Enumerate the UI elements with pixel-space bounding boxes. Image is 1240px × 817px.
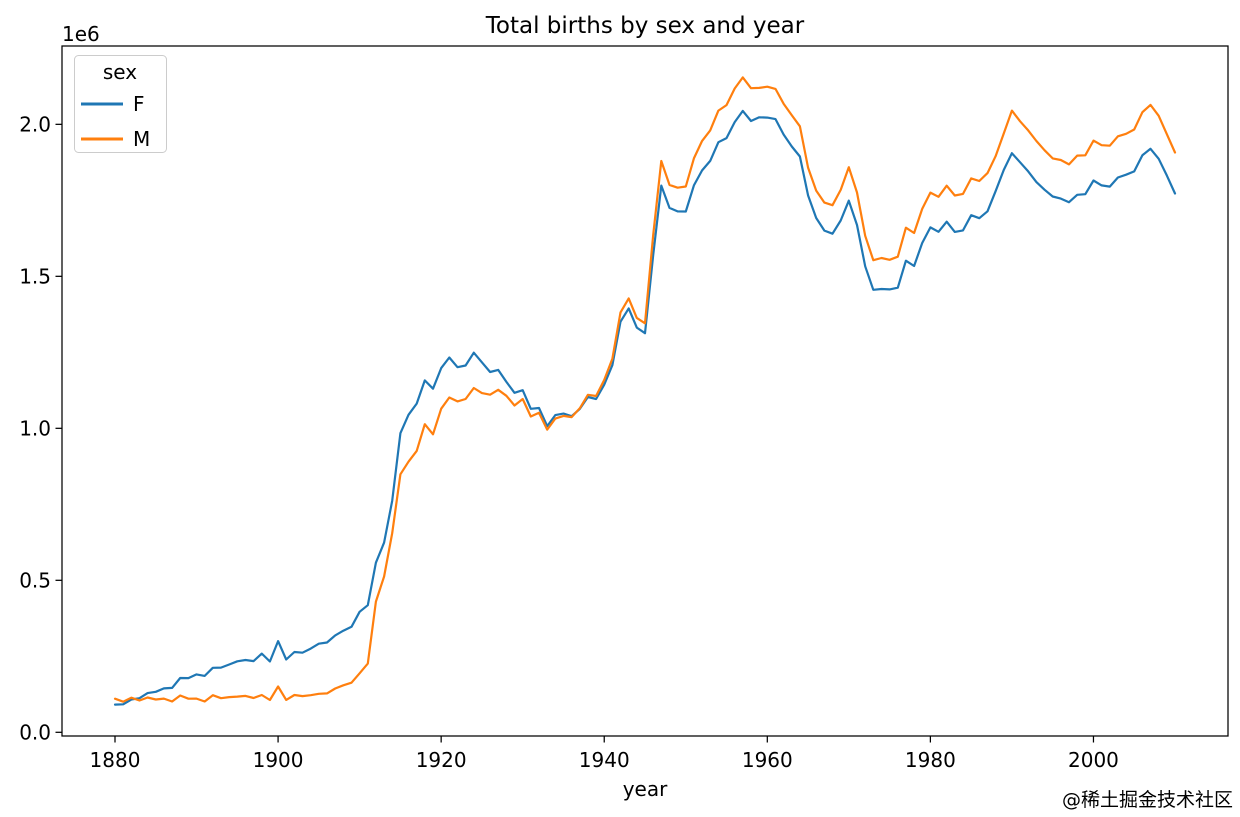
axes-ticks: 1880 1900 1920 1940 1960 1980 2000 0.0 0.5 1.0 1.5…	[19, 112, 1119, 772]
x-tick-label: 1880	[90, 748, 141, 772]
x-tick-label: 1900	[253, 748, 304, 772]
legend-label-M: M	[133, 127, 150, 151]
series-line-F	[113, 109, 1177, 706]
y-tick-label: 2.0	[19, 112, 51, 136]
x-axis-label: year	[623, 777, 668, 801]
legend-label-F: F	[133, 92, 145, 116]
x-tick-label: 1940	[579, 748, 630, 772]
x-tick-label: 2000	[1068, 748, 1119, 772]
watermark: @稀土掘金技术社区	[1062, 789, 1233, 811]
legend: sex F M	[74, 55, 167, 153]
y-tick-label: 0.0	[19, 720, 51, 744]
x-tick-label: 1980	[905, 748, 956, 772]
chart-title: Total births by sex and year	[485, 13, 805, 39]
plot-area	[113, 76, 1177, 706]
y-axis-offset-label: 1e6	[62, 22, 100, 46]
series-line-M	[113, 76, 1177, 703]
y-tick-label: 1.0	[19, 416, 51, 440]
y-tick-label: 0.5	[19, 568, 51, 592]
x-tick-label: 1920	[416, 748, 467, 772]
legend-title: sex	[103, 60, 137, 84]
y-tick-label: 1.5	[19, 264, 51, 288]
x-tick-label: 1960	[742, 748, 793, 772]
plot-frame	[61, 45, 1229, 737]
